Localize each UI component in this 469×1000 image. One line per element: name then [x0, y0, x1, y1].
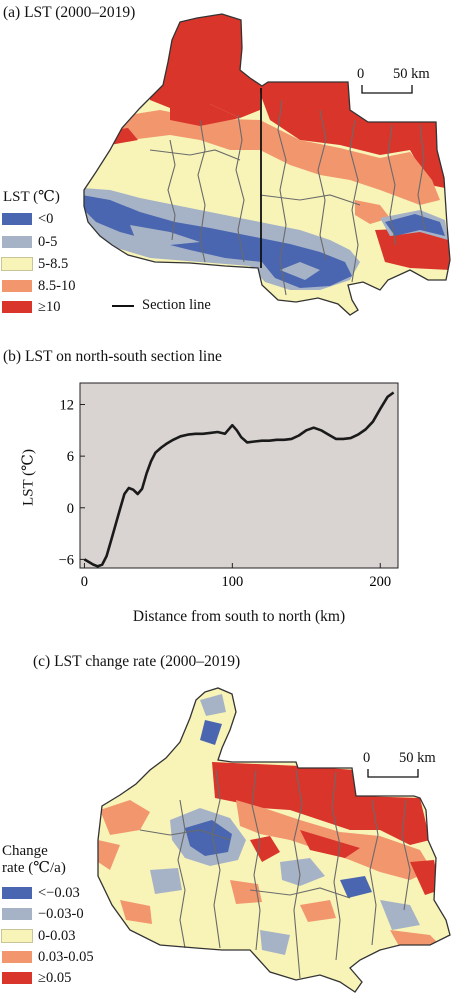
- y-tick-label: 12: [60, 398, 75, 414]
- legend-swatch: [2, 908, 32, 920]
- legend-swatch: [1, 929, 33, 943]
- legend-item: 0.03-0.05: [2, 949, 94, 965]
- legend-swatch: [2, 301, 32, 313]
- plot-area: [79, 382, 399, 569]
- panel-a-title: (a) LST (2000–2019): [3, 4, 136, 21]
- legend-swatch: [2, 972, 32, 984]
- legend-item: 8.5-10: [2, 278, 75, 294]
- panel-a-scale-end: 50 km: [393, 66, 430, 82]
- legend-item: <−0.03: [2, 885, 80, 901]
- legend-swatch: [2, 236, 32, 248]
- x-tick-label: 0: [81, 574, 88, 590]
- legend-label: <−0.03: [38, 884, 80, 901]
- legend-label: 0-0.03: [38, 927, 76, 944]
- legend-label: 5-8.5: [38, 255, 69, 272]
- legend-label: 8.5-10: [38, 277, 76, 294]
- legend-label: <0: [38, 210, 54, 227]
- panel-a-legend-title: LST (℃): [3, 189, 60, 205]
- legend-item: 5-8.5: [1, 255, 69, 272]
- legend-item: 0-5: [2, 234, 57, 250]
- panel-c-scale-bar: [367, 769, 419, 778]
- section-line-legend-label: Section line: [142, 297, 211, 313]
- panel-c-legend-title-line1: Change: [2, 843, 48, 859]
- series-line: [83, 391, 395, 568]
- panel-c-title: (c) LST change rate (2000–2019): [33, 653, 241, 670]
- panel-c-scale-end: 50 km: [399, 750, 436, 766]
- legend-label: 0.03-0.05: [38, 948, 94, 965]
- legend-item: −0.03-0: [2, 906, 84, 922]
- legend-item: ≥0.05: [2, 970, 71, 986]
- legend-swatch: [1, 257, 33, 271]
- y-tick-label: 6: [67, 449, 74, 465]
- y-tick-label: 0: [67, 501, 74, 517]
- panel-b-title: (b) LST on north-south section line: [3, 348, 222, 365]
- x-tick-label: 200: [369, 574, 391, 590]
- legend-label: ≥10: [38, 298, 61, 315]
- legend-swatch: [2, 213, 32, 225]
- x-tick-label: 100: [221, 574, 243, 590]
- panel-a-scale-start: 0: [357, 66, 365, 82]
- legend-label: 0-5: [38, 233, 58, 250]
- legend-item: ≥10: [2, 299, 60, 315]
- legend-label: −0.03-0: [38, 905, 84, 922]
- panel-a-scale-bar: [361, 85, 413, 94]
- panel-a-lst-map: [83, 13, 451, 316]
- panel-b-x-axis-label: Distance from south to north (km): [132, 608, 346, 625]
- legend-item: 0-0.03: [1, 927, 76, 944]
- legend-label: ≥0.05: [38, 969, 72, 986]
- panel-c-legend-title-line2: rate (℃/a): [2, 860, 66, 876]
- legend-swatch: [2, 951, 32, 963]
- legend-item: <0: [2, 211, 53, 227]
- section-line-legend: Section line: [112, 297, 211, 314]
- section-line-legend-swatch: [112, 304, 134, 307]
- panel-c-scale-start: 0: [363, 750, 371, 766]
- legend-swatch: [2, 280, 32, 292]
- legend-swatch: [2, 887, 32, 899]
- y-tick-label: −6: [59, 552, 74, 568]
- panel-b-line-chart: 0 100 200 −6 0 6 12: [59, 382, 399, 590]
